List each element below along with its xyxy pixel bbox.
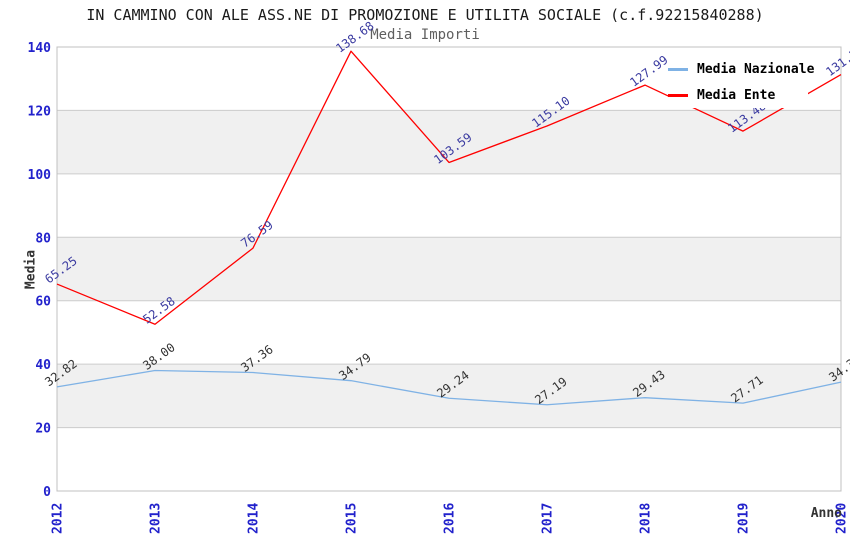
x-tick-label: 2015 — [345, 503, 360, 534]
x-tick-label: 2012 — [51, 503, 66, 534]
point-label: 138.68 — [333, 19, 376, 56]
y-tick-label: 40 — [35, 358, 51, 373]
x-tick-label: 2013 — [149, 503, 164, 534]
y-tick-label: 100 — [28, 168, 52, 183]
plot-border — [56, 46, 842, 492]
series-line-media-ente — [56, 50, 842, 325]
legend-label-media-nazionale: Media Nazionale — [697, 61, 815, 77]
plot-band — [57, 237, 841, 301]
x-tick-label: 2019 — [737, 503, 752, 534]
series-line-media-nazionale — [56, 369, 842, 406]
x-tick-label: 2014 — [247, 503, 262, 534]
chart-title: IN CAMMINO CON ALE ASS.NE DI PROMOZIONE … — [86, 6, 764, 24]
point-label: 127.99 — [627, 53, 670, 90]
point-label: 131.29 — [823, 42, 850, 79]
x-tick-label: 2017 — [541, 503, 556, 534]
x-tick-label: 2016 — [443, 503, 458, 534]
y-tick-label: 0 — [43, 485, 51, 500]
legend-item-media-nazionale: Media Nazionale — [668, 62, 814, 77]
legend-label-media-ente: Media Ente — [697, 87, 776, 103]
plot-band — [57, 110, 841, 174]
x-axis-title: Anno — [810, 506, 842, 521]
y-axis-title: Media — [23, 249, 39, 290]
x-tick-label: 2018 — [639, 503, 654, 534]
y-tick-label: 60 — [35, 295, 51, 310]
y-tick-label: 20 — [35, 422, 51, 437]
y-tick-label: 80 — [35, 231, 51, 246]
plot-band — [57, 364, 841, 428]
chart-subtitle: Media Importi — [370, 27, 480, 43]
legend-item-media-ente: Media Ente — [668, 88, 808, 103]
legend-swatch-media-nazionale — [668, 67, 688, 71]
legend: Media Nazionale Media Ente — [668, 56, 814, 108]
y-tick-label: 120 — [28, 104, 52, 119]
legend-swatch-media-ente — [668, 93, 688, 97]
x-tick-label: 2020 — [835, 503, 850, 534]
y-tick-label: 140 — [28, 41, 52, 56]
